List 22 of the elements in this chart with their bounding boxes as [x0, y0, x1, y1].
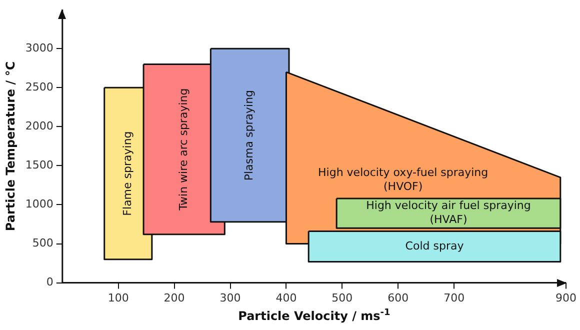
x-tick-label: 400: [276, 291, 297, 304]
y-tick-label: 2000: [25, 120, 54, 133]
x-tick-label: 300: [220, 291, 241, 304]
series-label: High velocity oxy-fuel spraying (HVOF): [318, 166, 488, 194]
x-tick-label: 700: [444, 291, 465, 304]
x-tick-label: 200: [164, 291, 185, 304]
series-label: High velocity air fuel spraying (HVAF): [366, 199, 531, 226]
series-label: Twin wire arc spraying: [176, 88, 190, 212]
y-tick-label: 0: [46, 276, 54, 289]
x-tick-label: 500: [332, 291, 353, 304]
x-tick-label: 600: [388, 291, 409, 304]
y-tick-label: 3000: [25, 41, 54, 54]
y-tick-label: 1000: [25, 198, 54, 211]
x-tick-label: 900: [556, 291, 576, 304]
x-tick-label: 100: [108, 291, 129, 304]
y-tick-label: 1500: [25, 158, 54, 172]
y-tick-label: 500: [32, 236, 54, 250]
y-tick-label: 2500: [25, 80, 54, 94]
series-label: Flame spraying: [121, 131, 134, 216]
series-label: Cold spray: [405, 239, 464, 252]
series-label: Plasma spraying: [242, 90, 256, 181]
y-axis-title: Particle Temperature / °C: [3, 61, 18, 232]
